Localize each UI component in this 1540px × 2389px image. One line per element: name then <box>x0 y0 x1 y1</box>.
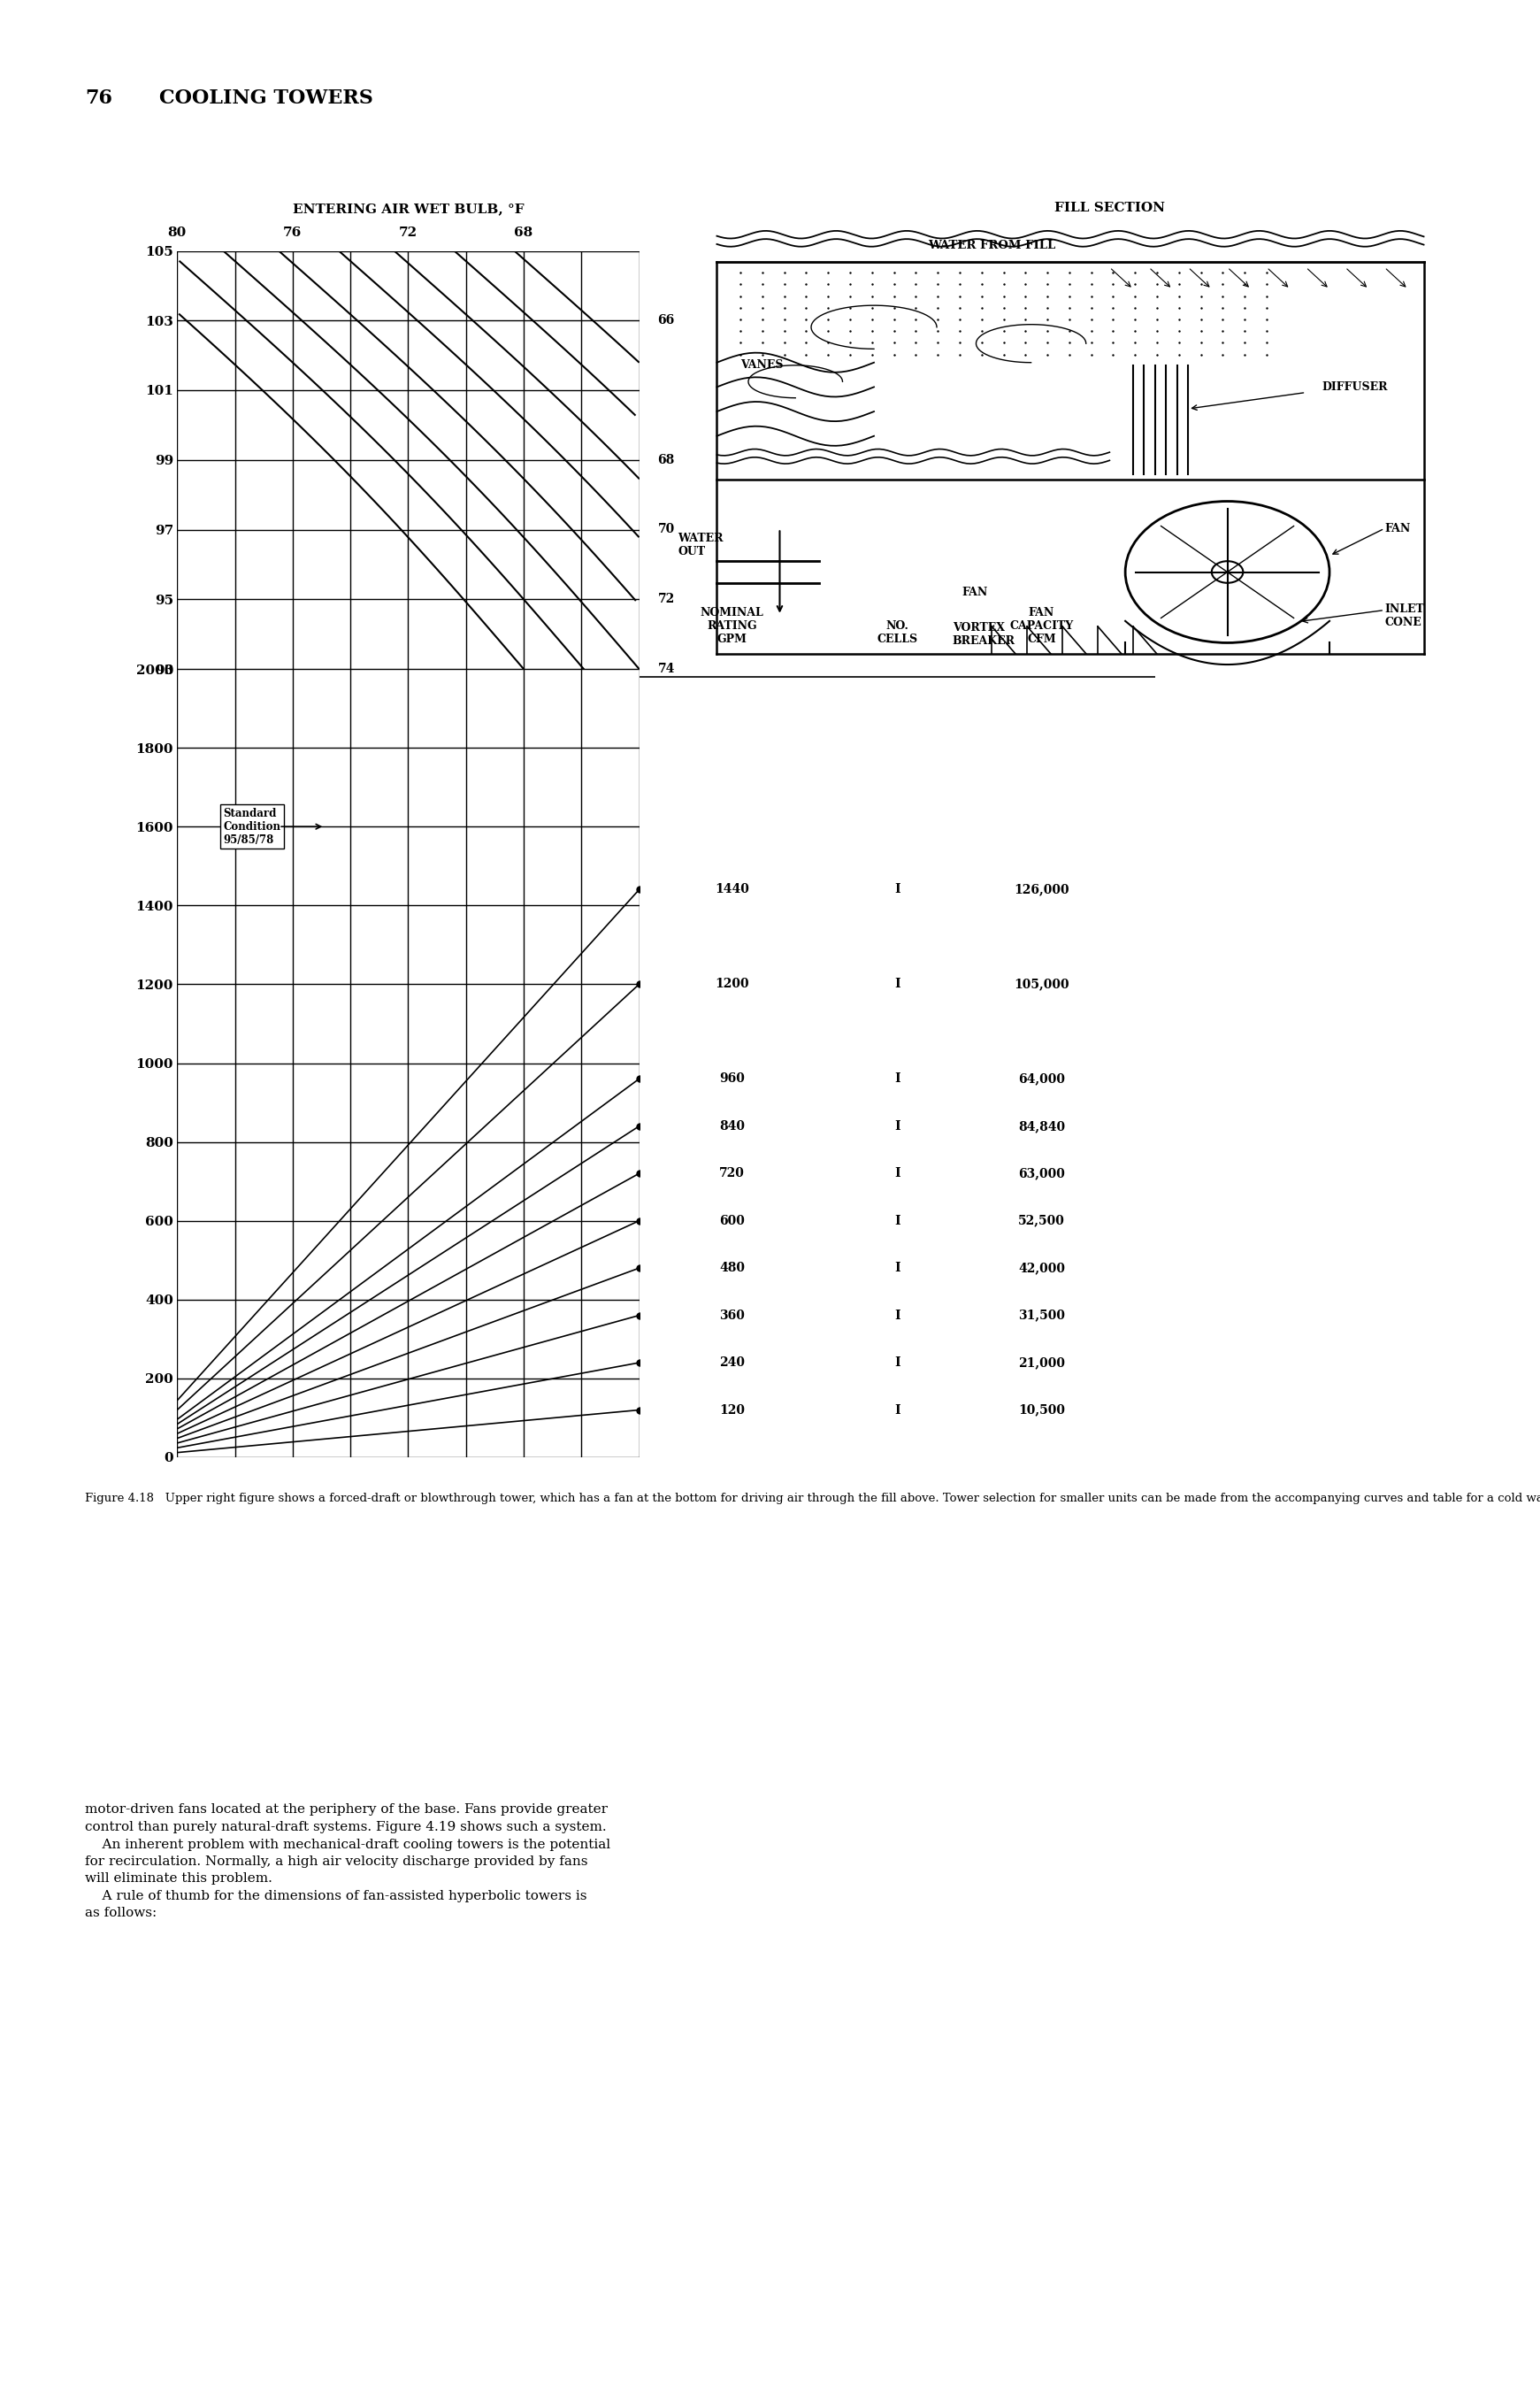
Text: motor-driven fans located at the periphery of the base. Fans provide greater
con: motor-driven fans located at the periphe… <box>85 1804 610 1921</box>
Text: 960: 960 <box>719 1073 745 1085</box>
Text: NOMINAL
RATING
GPM: NOMINAL RATING GPM <box>701 607 764 645</box>
Text: 80: 80 <box>226 678 243 693</box>
Text: 76: 76 <box>283 227 302 239</box>
Text: I: I <box>895 884 899 896</box>
Text: 76: 76 <box>85 88 112 108</box>
Text: FAN: FAN <box>1384 523 1411 535</box>
Text: I: I <box>895 1357 899 1369</box>
Text: 72: 72 <box>658 592 675 604</box>
Text: 840: 840 <box>719 1120 745 1132</box>
Text: I: I <box>895 1261 899 1273</box>
Text: I: I <box>895 1309 899 1321</box>
Text: ENTERING AIR WET BULB, °F: ENTERING AIR WET BULB, °F <box>293 203 524 215</box>
Text: DIFFUSER: DIFFUSER <box>1321 382 1388 392</box>
Text: 42,000: 42,000 <box>1018 1261 1066 1273</box>
Text: FAN: FAN <box>961 585 987 597</box>
Text: 120: 120 <box>719 1405 745 1417</box>
Text: 21,000: 21,000 <box>1018 1357 1066 1369</box>
Text: 72: 72 <box>399 227 417 239</box>
Text: 600: 600 <box>719 1214 745 1228</box>
Text: 720: 720 <box>719 1168 745 1180</box>
Text: 78: 78 <box>342 678 359 693</box>
Text: 76: 76 <box>457 678 474 693</box>
Text: 360: 360 <box>719 1309 745 1321</box>
Text: 240: 240 <box>719 1357 745 1369</box>
Text: WATER FROM FILL: WATER FROM FILL <box>929 239 1055 251</box>
Text: 1440: 1440 <box>715 884 748 896</box>
Text: Figure 4.18   Upper right figure shows a forced-draft or blowthrough tower, whic: Figure 4.18 Upper right figure shows a f… <box>85 1493 1540 1505</box>
Text: 31,500: 31,500 <box>1018 1309 1066 1321</box>
Text: 70: 70 <box>658 523 675 535</box>
Circle shape <box>1212 561 1243 583</box>
Text: 63,000: 63,000 <box>1018 1168 1064 1180</box>
Text: 480: 480 <box>719 1261 745 1273</box>
Text: I: I <box>895 1214 899 1228</box>
Text: WATER
OUT: WATER OUT <box>678 533 724 557</box>
Text: 74: 74 <box>658 662 675 676</box>
Text: 52,500: 52,500 <box>1018 1214 1064 1228</box>
Text: 84,840: 84,840 <box>1018 1120 1066 1132</box>
Text: NO.
CELLS: NO. CELLS <box>876 621 918 645</box>
Text: COOLING TOWERS: COOLING TOWERS <box>159 88 373 108</box>
Text: I: I <box>895 1073 899 1085</box>
Text: 64,000: 64,000 <box>1018 1073 1066 1085</box>
Text: 66: 66 <box>658 315 675 327</box>
Text: FILL SECTION: FILL SECTION <box>1055 203 1164 215</box>
Text: VANES: VANES <box>741 358 784 370</box>
Text: 10,500: 10,500 <box>1018 1405 1066 1417</box>
Text: 68: 68 <box>658 454 675 466</box>
Text: Standard
Condition
95/85/78: Standard Condition 95/85/78 <box>223 807 280 846</box>
Text: I: I <box>895 1405 899 1417</box>
Text: VORTEX
BREAKER: VORTEX BREAKER <box>952 621 1015 647</box>
Text: INLET
CONE: INLET CONE <box>1384 602 1425 628</box>
Text: 80: 80 <box>168 227 186 239</box>
Text: I: I <box>895 977 899 991</box>
Text: 105,000: 105,000 <box>1013 977 1069 991</box>
Text: 1200: 1200 <box>715 977 748 991</box>
Text: 68: 68 <box>514 227 533 239</box>
Text: I: I <box>895 1120 899 1132</box>
Text: FAN
CAPACITY
CFM: FAN CAPACITY CFM <box>1010 607 1073 645</box>
Text: I: I <box>895 1168 899 1180</box>
Circle shape <box>1126 502 1329 643</box>
Text: 126,000: 126,000 <box>1013 884 1069 896</box>
